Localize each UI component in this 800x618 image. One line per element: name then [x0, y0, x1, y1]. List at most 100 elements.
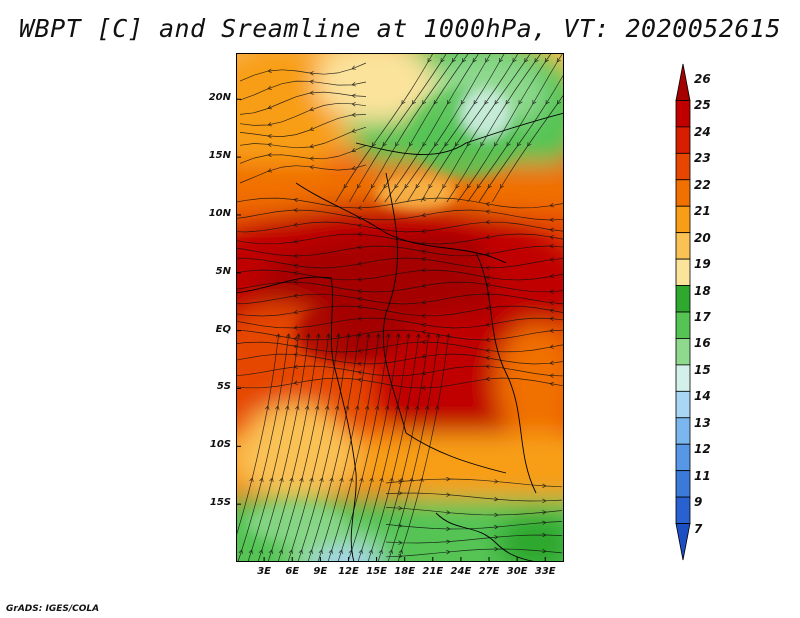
streamline-arrow [293, 271, 298, 276]
streamline-arrow [421, 268, 426, 273]
lon-tick-label: 21E [422, 566, 444, 577]
streamline-arrow [404, 183, 409, 189]
streamline-arrow [357, 205, 362, 211]
streamline [446, 53, 542, 203]
streamline [239, 164, 367, 184]
streamline-arrow [357, 232, 362, 237]
streamline-arrow [409, 141, 413, 147]
streamline-arrow [542, 520, 547, 525]
colorbar-swatch [675, 232, 691, 260]
streamline-arrow [549, 203, 554, 208]
colorbar-swatch [675, 417, 691, 445]
streamline-arrow [286, 333, 291, 338]
streamline-arrow [494, 141, 499, 147]
lon-tick-label: 3E [257, 566, 271, 577]
streamline-arrow [421, 322, 426, 328]
streamline-arrow [344, 405, 350, 410]
streamline-arrow [494, 496, 499, 502]
streamline [236, 281, 564, 293]
streamline-arrow [382, 141, 387, 147]
streamline-arrow [398, 554, 403, 559]
streamline-arrow [485, 275, 490, 280]
streamline-arrow [542, 498, 547, 504]
streamline-arrow [357, 244, 362, 250]
streamline-arrow [293, 293, 298, 298]
streamline-arrow [389, 477, 394, 482]
streamline-arrow [516, 141, 522, 147]
streamline-arrow [440, 57, 445, 63]
colorbar-swatch [675, 364, 691, 392]
streamline-arrow [379, 477, 384, 482]
streamline-arrow [494, 479, 499, 484]
streamline [457, 53, 552, 203]
colorbar-level-label: 16 [694, 336, 711, 351]
streamline-arrow [339, 477, 344, 482]
streamline-arrow [279, 477, 284, 482]
streamline-arrow [485, 348, 490, 353]
streamline-arrow [309, 144, 314, 149]
streamline-arrow [398, 479, 403, 484]
streamline-arrow [545, 99, 550, 105]
streamline-arrow [267, 105, 273, 110]
streamline-arrow [398, 523, 403, 528]
streamline [236, 341, 564, 353]
streamline-arrow [395, 141, 400, 147]
streamline-arrow [518, 99, 523, 105]
streamline-arrow [485, 364, 490, 369]
streamline-arrow [351, 112, 356, 118]
streamline-arrow [485, 57, 490, 63]
streamline [385, 548, 563, 558]
streamline [236, 257, 564, 269]
chart-title: WBPT [C] and Sreamline at 1000hPa, VT: 2… [18, 14, 781, 43]
streamline-arrow [293, 309, 298, 315]
streamline [236, 329, 564, 341]
streamline-arrow [304, 405, 310, 410]
streamline-arrow [454, 141, 459, 147]
streamline-arrow [309, 477, 314, 482]
streamline-arrow [309, 165, 314, 170]
map-frame [236, 53, 564, 562]
streamline-arrow [485, 209, 490, 214]
streamline-arrow [446, 526, 451, 532]
streamline-arrow [293, 197, 298, 203]
lat-tick-label: 15N [208, 150, 231, 162]
streamline [287, 333, 340, 562]
colorbar-level-label: 15 [694, 362, 711, 377]
streamline-arrow [446, 333, 451, 338]
streamline-arrow [267, 142, 272, 147]
colorbar-swatch [675, 311, 691, 339]
streamline-arrow [351, 102, 356, 107]
streamline [434, 53, 532, 203]
streamline-arrow [346, 333, 351, 338]
streamline [362, 53, 459, 203]
colorbar-level-label: 9 [694, 495, 703, 510]
streamline-arrow [446, 476, 451, 482]
streamline [337, 333, 390, 562]
streamline-arrow [356, 333, 361, 338]
streamline-arrow [421, 354, 426, 359]
colorbar-level-label: 26 [694, 72, 711, 86]
colorbar-graphic [675, 63, 691, 561]
colorbar-swatch [675, 179, 691, 207]
streamline [387, 333, 440, 562]
streamline-arrow [238, 549, 243, 554]
streamline [239, 62, 367, 82]
streamline-arrow [298, 549, 303, 554]
streamline [267, 333, 320, 562]
colorbar-level-label: 22 [694, 177, 711, 192]
streamline-arrow [293, 280, 298, 285]
streamline-arrow [549, 373, 554, 378]
streamline [478, 73, 564, 203]
streamline-arrow [447, 99, 452, 105]
streamline-arrow [416, 333, 421, 338]
streamline [297, 333, 350, 562]
streamline-arrow [358, 549, 363, 554]
streamline-arrow [549, 344, 554, 349]
streamline-arrow [549, 235, 554, 240]
streamline-arrow [357, 261, 362, 266]
streamline-arrow [359, 477, 364, 482]
streamline-arrow [485, 251, 490, 256]
streamline-arrow [549, 289, 554, 294]
streamline [377, 333, 430, 562]
streamline [236, 317, 564, 329]
